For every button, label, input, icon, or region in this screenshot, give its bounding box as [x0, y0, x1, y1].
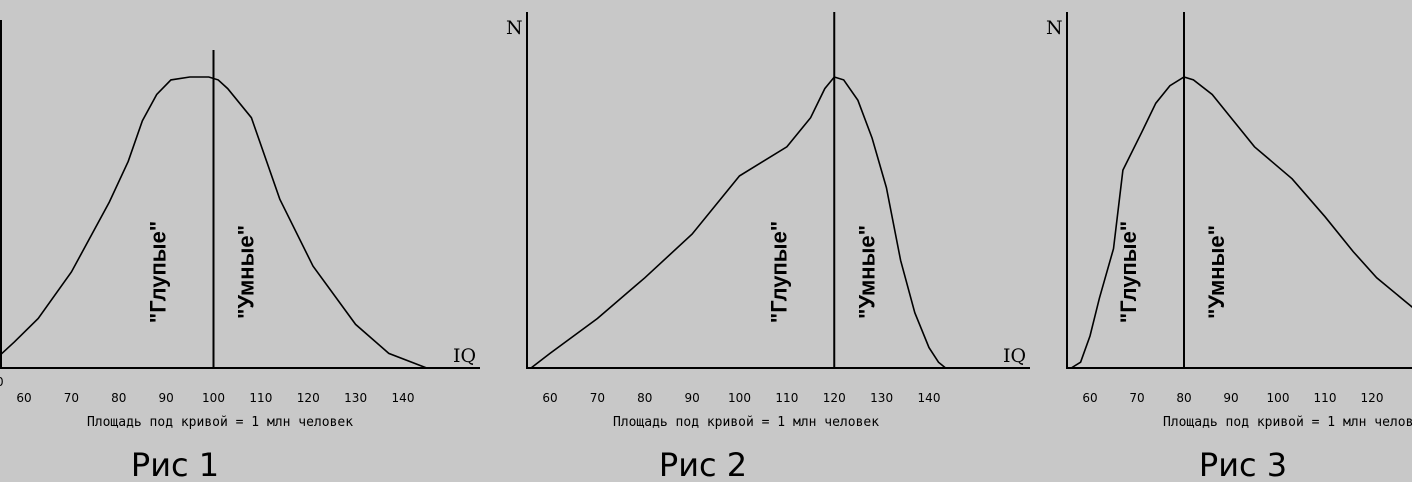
group-label-stupid: "Глупые" — [766, 221, 791, 323]
group-label-smart: "Умные" — [1204, 225, 1229, 319]
area-note: Площадь под кривой = 1 млн человек — [1163, 415, 1412, 430]
x-tick-label: 70 — [1129, 391, 1144, 405]
x-tick-label: 90 — [1223, 391, 1238, 405]
x-tick-label: 130 — [344, 391, 367, 405]
x-tick-label: 100 — [202, 391, 225, 405]
figure-caption: Рис 3 — [1199, 446, 1287, 482]
x-tick-label: 120 — [1361, 391, 1384, 405]
chart-panel-1: 0 IQ 60 70 80 90 100 110 120 130 140 "Глупые" "Умные… — [0, 20, 480, 482]
x-tick-label: 130 — [870, 391, 893, 405]
x-tick-label: 100 — [728, 391, 751, 405]
x-tick-label: 140 — [918, 391, 941, 405]
x-tick-label: 140 — [392, 391, 415, 405]
area-note: Площадь под кривой = 1 млн человек — [87, 415, 353, 430]
x-tick-label: 70 — [64, 391, 79, 405]
x-tick-label: 60 — [1082, 391, 1097, 405]
x-tick-label: 100 — [1267, 391, 1290, 405]
chart-panel-2: N IQ 60 70 80 90 100 110 120 130 140 "Глупые" "Умные… — [506, 12, 1030, 482]
x-tick-label: 110 — [1314, 391, 1337, 405]
x-tick-label: 120 — [823, 391, 846, 405]
x-axis-label: IQ — [453, 345, 476, 367]
group-label-smart: "Умные" — [854, 225, 879, 319]
x-tick-label: 80 — [1176, 391, 1191, 405]
origin-label: 0 — [0, 375, 4, 389]
x-tick-label: 80 — [637, 391, 652, 405]
x-tick-label: 120 — [297, 391, 320, 405]
x-tick-label: 80 — [111, 391, 126, 405]
x-tick-label: 90 — [684, 391, 699, 405]
group-label-stupid: "Глупые" — [1116, 221, 1141, 323]
group-label-smart: "Умные" — [234, 225, 259, 319]
x-tick-label: 60 — [542, 391, 557, 405]
distribution-curve — [0, 76, 427, 369]
x-tick-label: 90 — [158, 391, 173, 405]
x-tick-label: 110 — [249, 391, 272, 405]
figure-caption: Рис 1 — [131, 446, 219, 482]
x-tick-label: 110 — [775, 391, 798, 405]
distribution-curve — [1070, 76, 1412, 369]
chart-panel-3: N 60 70 80 90 100 110 120 "Глупые" "Умные" Площадь… — [1046, 12, 1412, 482]
x-axis-label: IQ — [1003, 345, 1026, 367]
y-axis-label: N — [1046, 17, 1063, 39]
area-note: Площадь под кривой = 1 млн человек — [613, 415, 879, 430]
distribution-curve — [530, 76, 947, 369]
y-axis-label: N — [506, 17, 523, 39]
x-tick-label: 60 — [16, 391, 31, 405]
figure-caption: Рис 2 — [659, 446, 747, 482]
group-label-stupid: "Глупые" — [146, 221, 171, 323]
x-tick-label: 70 — [590, 391, 605, 405]
